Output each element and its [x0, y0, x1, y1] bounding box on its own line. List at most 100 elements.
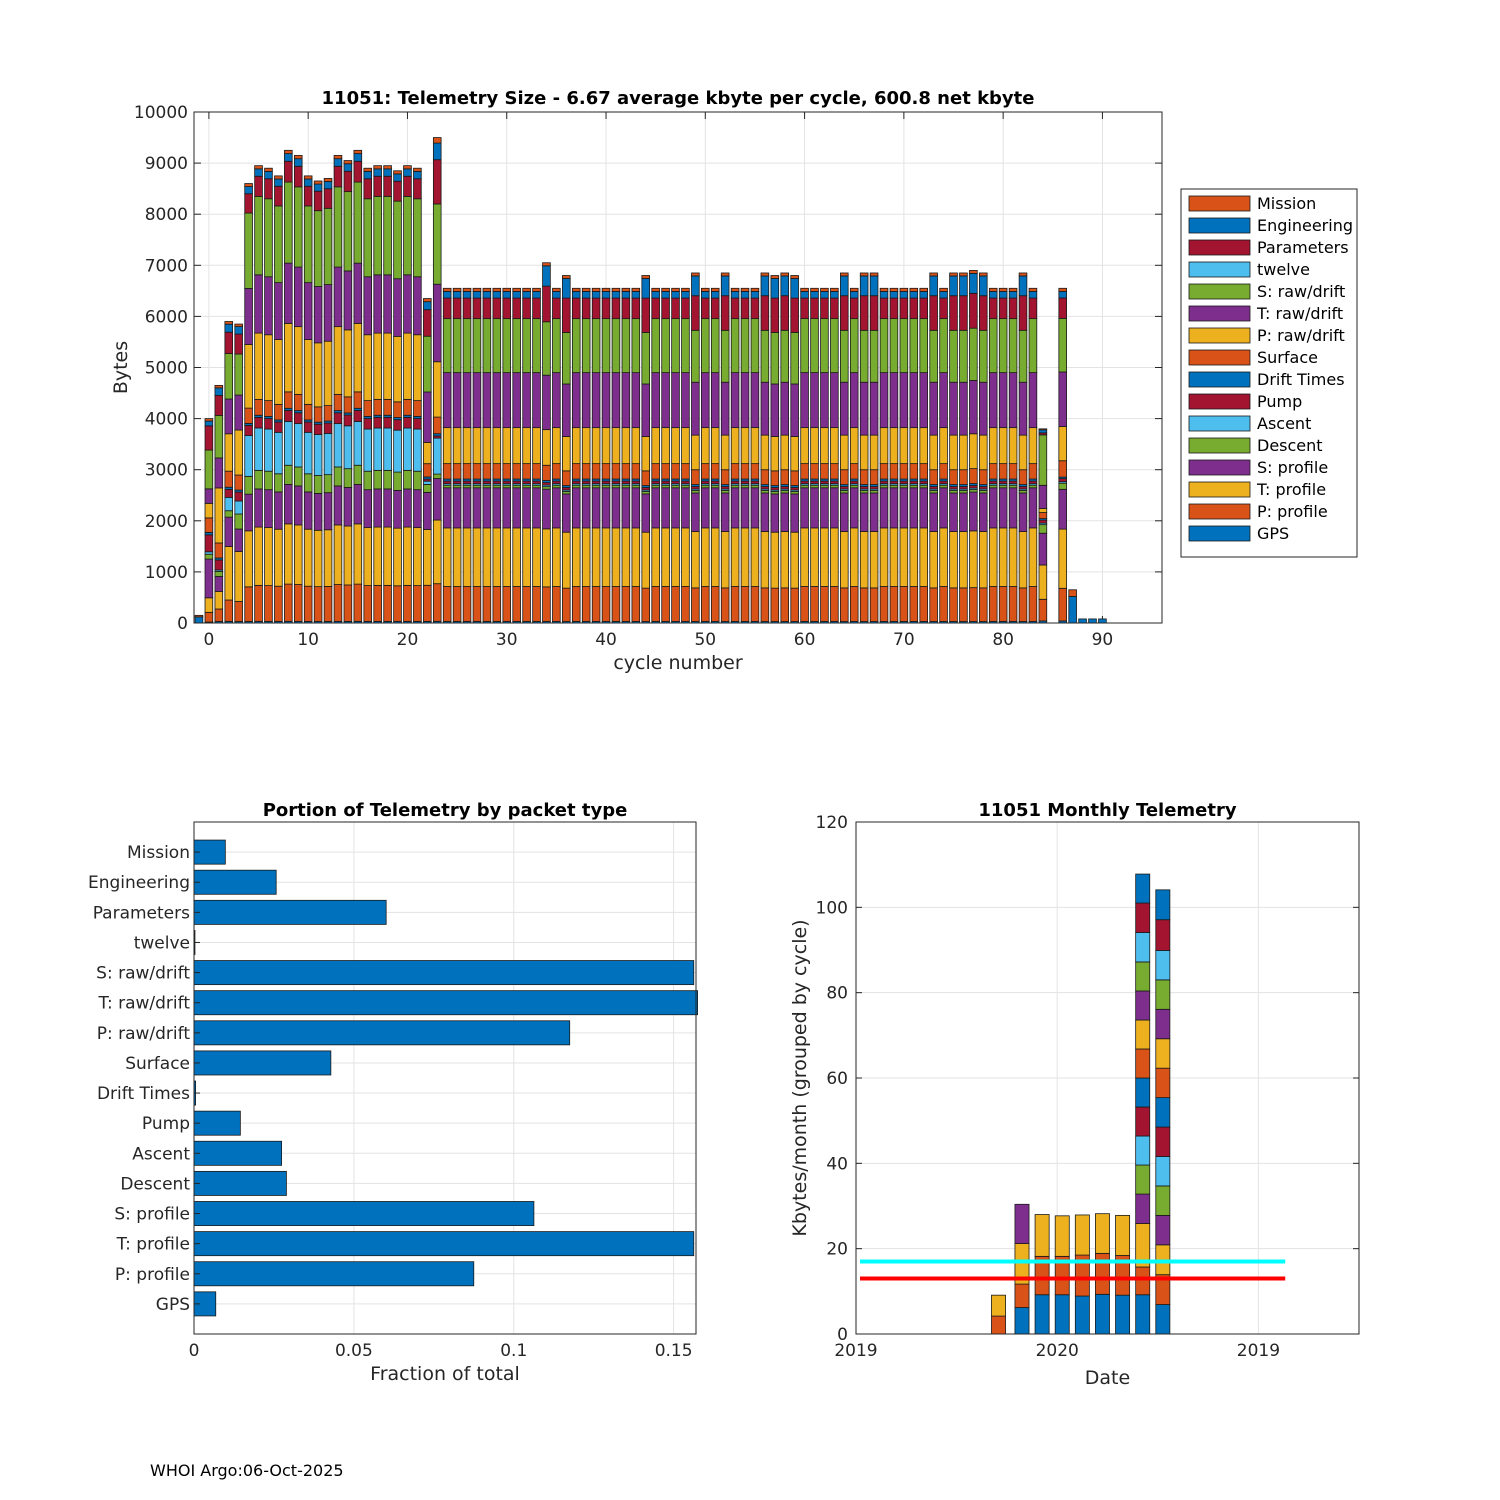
- bar-segment-t--raw-drift: [790, 383, 799, 437]
- bar-segment-parameters: [581, 297, 591, 320]
- bar-segment-p--profile: [413, 585, 422, 622]
- bar-segment-p--profile: [651, 586, 660, 622]
- bar-segment-parameters: [472, 297, 482, 320]
- cycle-bar-73: [929, 272, 938, 624]
- bar-segment-t--profile: [720, 531, 730, 589]
- bar-segment-parameters: [482, 297, 492, 320]
- bar-segment-t--raw-drift: [244, 288, 253, 345]
- bar-segment-p--raw-drift: [859, 434, 869, 471]
- bar-segment-t--profile: [899, 527, 909, 587]
- bar-segment-p--profile: [303, 585, 313, 622]
- bar-segment-p--raw-drift: [760, 434, 770, 471]
- bar-segment-p--profile: [512, 586, 521, 622]
- bar-segment-t--profile: [919, 527, 928, 587]
- bar-segment-t--profile: [1008, 527, 1018, 587]
- bar-segment-surface: [303, 403, 313, 421]
- bar-segment-s--profile: [701, 487, 710, 529]
- bar-segment-t--raw-drift: [1038, 484, 1048, 509]
- bar-segment-parameters: [1018, 295, 1028, 331]
- bar-segment-t--raw-drift: [423, 391, 432, 443]
- bar-segment-parameters: [442, 297, 452, 320]
- bar-segment-surface: [939, 463, 948, 480]
- bar-segment-s--profile: [532, 487, 541, 529]
- bar-segment-surface: [849, 463, 859, 480]
- bar-segment-ascent: [403, 427, 412, 471]
- bar-segment-s--profile: [969, 491, 978, 532]
- bar-segment-t--raw-drift: [800, 372, 809, 429]
- bar-segment-surface: [988, 463, 998, 480]
- bar-segment-parameters: [959, 295, 968, 331]
- bar-segment-parameters: [492, 297, 502, 320]
- bar-segment-surface: [691, 469, 700, 485]
- bar-segment-t--profile: [671, 527, 680, 587]
- bar-segment-parameters: [1008, 297, 1018, 320]
- bar-segment-gps: [1088, 618, 1097, 624]
- cycle-bar-44: [641, 275, 651, 624]
- bar-segment-t--profile: [730, 527, 740, 587]
- month-segment-t--raw-drift: [1155, 1008, 1171, 1040]
- bar-segment-mission: [979, 272, 988, 277]
- bar-segment-t--raw-drift: [571, 372, 581, 429]
- bar-segment-s--profile: [442, 487, 452, 529]
- cycle-bar-67: [869, 272, 879, 624]
- x-tick-label: 0: [189, 1341, 200, 1361]
- bar-segment-mission: [284, 149, 293, 155]
- bar-segment-t--profile: [333, 524, 343, 585]
- cycle-bar-23: [432, 137, 442, 624]
- legend-entry: S: raw/drift: [1188, 282, 1345, 301]
- bar-segment-engineering: [313, 183, 323, 192]
- bar-segment-engineering: [492, 290, 502, 299]
- bar-segment-p--profile: [720, 587, 730, 622]
- bar-segment-s--raw-drift: [919, 318, 928, 374]
- bar-segment-pump: [224, 488, 234, 498]
- bar-segment-s--raw-drift: [780, 329, 790, 383]
- bar-segment-t--profile: [542, 528, 551, 588]
- bar-segment-ascent: [343, 425, 353, 470]
- bar-segment-p--raw-drift: [303, 339, 313, 405]
- bar-segment-parameters: [869, 295, 879, 331]
- bar-segment-p--profile: [383, 584, 392, 622]
- month-segment-pump: [1135, 1106, 1151, 1137]
- cycle-bar-41: [611, 287, 621, 624]
- cycle-bar-7: [274, 175, 283, 624]
- bar-segment-surface: [1008, 463, 1018, 480]
- bar-segment-t--raw-drift: [750, 372, 760, 429]
- legend-swatch: [1188, 481, 1251, 498]
- bar-segment-p--profile: [542, 586, 551, 622]
- bar-segment-surface: [214, 542, 224, 559]
- bar-segment-t--profile: [502, 527, 512, 587]
- bar-segment-parameters: [840, 295, 849, 331]
- bar-segment-t--raw-drift: [820, 372, 829, 429]
- bar-segment-descent: [313, 475, 323, 494]
- bar-segment-t--profile: [284, 523, 293, 585]
- legend-label: Ascent: [1257, 414, 1311, 433]
- bar-segment-p--profile: [522, 586, 531, 622]
- month-bar-1: [1014, 1203, 1030, 1335]
- bar-segment-p--profile: [333, 584, 343, 622]
- month-segment-twelve: [1155, 950, 1171, 981]
- bar-segment-t--raw-drift: [631, 372, 641, 429]
- bar-segment-parameters: [770, 297, 780, 333]
- bar-segment-p--raw-drift: [919, 427, 928, 465]
- bar-segment-s--raw-drift: [988, 318, 998, 374]
- cycle-bar-58: [780, 272, 790, 624]
- cycle-bar-47: [671, 287, 680, 624]
- legend-swatch: [1188, 305, 1251, 322]
- bar-segment-t--profile: [432, 519, 442, 585]
- month-segment-gps: [1155, 1304, 1171, 1335]
- legend-swatch: [1188, 217, 1251, 234]
- bar-segment-parameters: [988, 297, 998, 320]
- bar-segment-s--profile: [909, 487, 919, 529]
- legend-label: T: profile: [1256, 480, 1326, 499]
- bar-segment-t--raw-drift: [403, 274, 412, 334]
- bar-segment-engineering: [333, 158, 343, 167]
- bar-segment-parameters: [452, 297, 462, 320]
- bar-segment-t--profile: [571, 527, 581, 587]
- bar-segment-p--profile: [532, 586, 541, 622]
- bar-segment-mission: [959, 272, 968, 277]
- legend-label: Engineering: [1257, 216, 1353, 235]
- bar-segment-engineering: [323, 181, 333, 190]
- bar-segment-t--raw-drift: [254, 274, 263, 334]
- bar-segment-p--raw-drift: [820, 427, 829, 465]
